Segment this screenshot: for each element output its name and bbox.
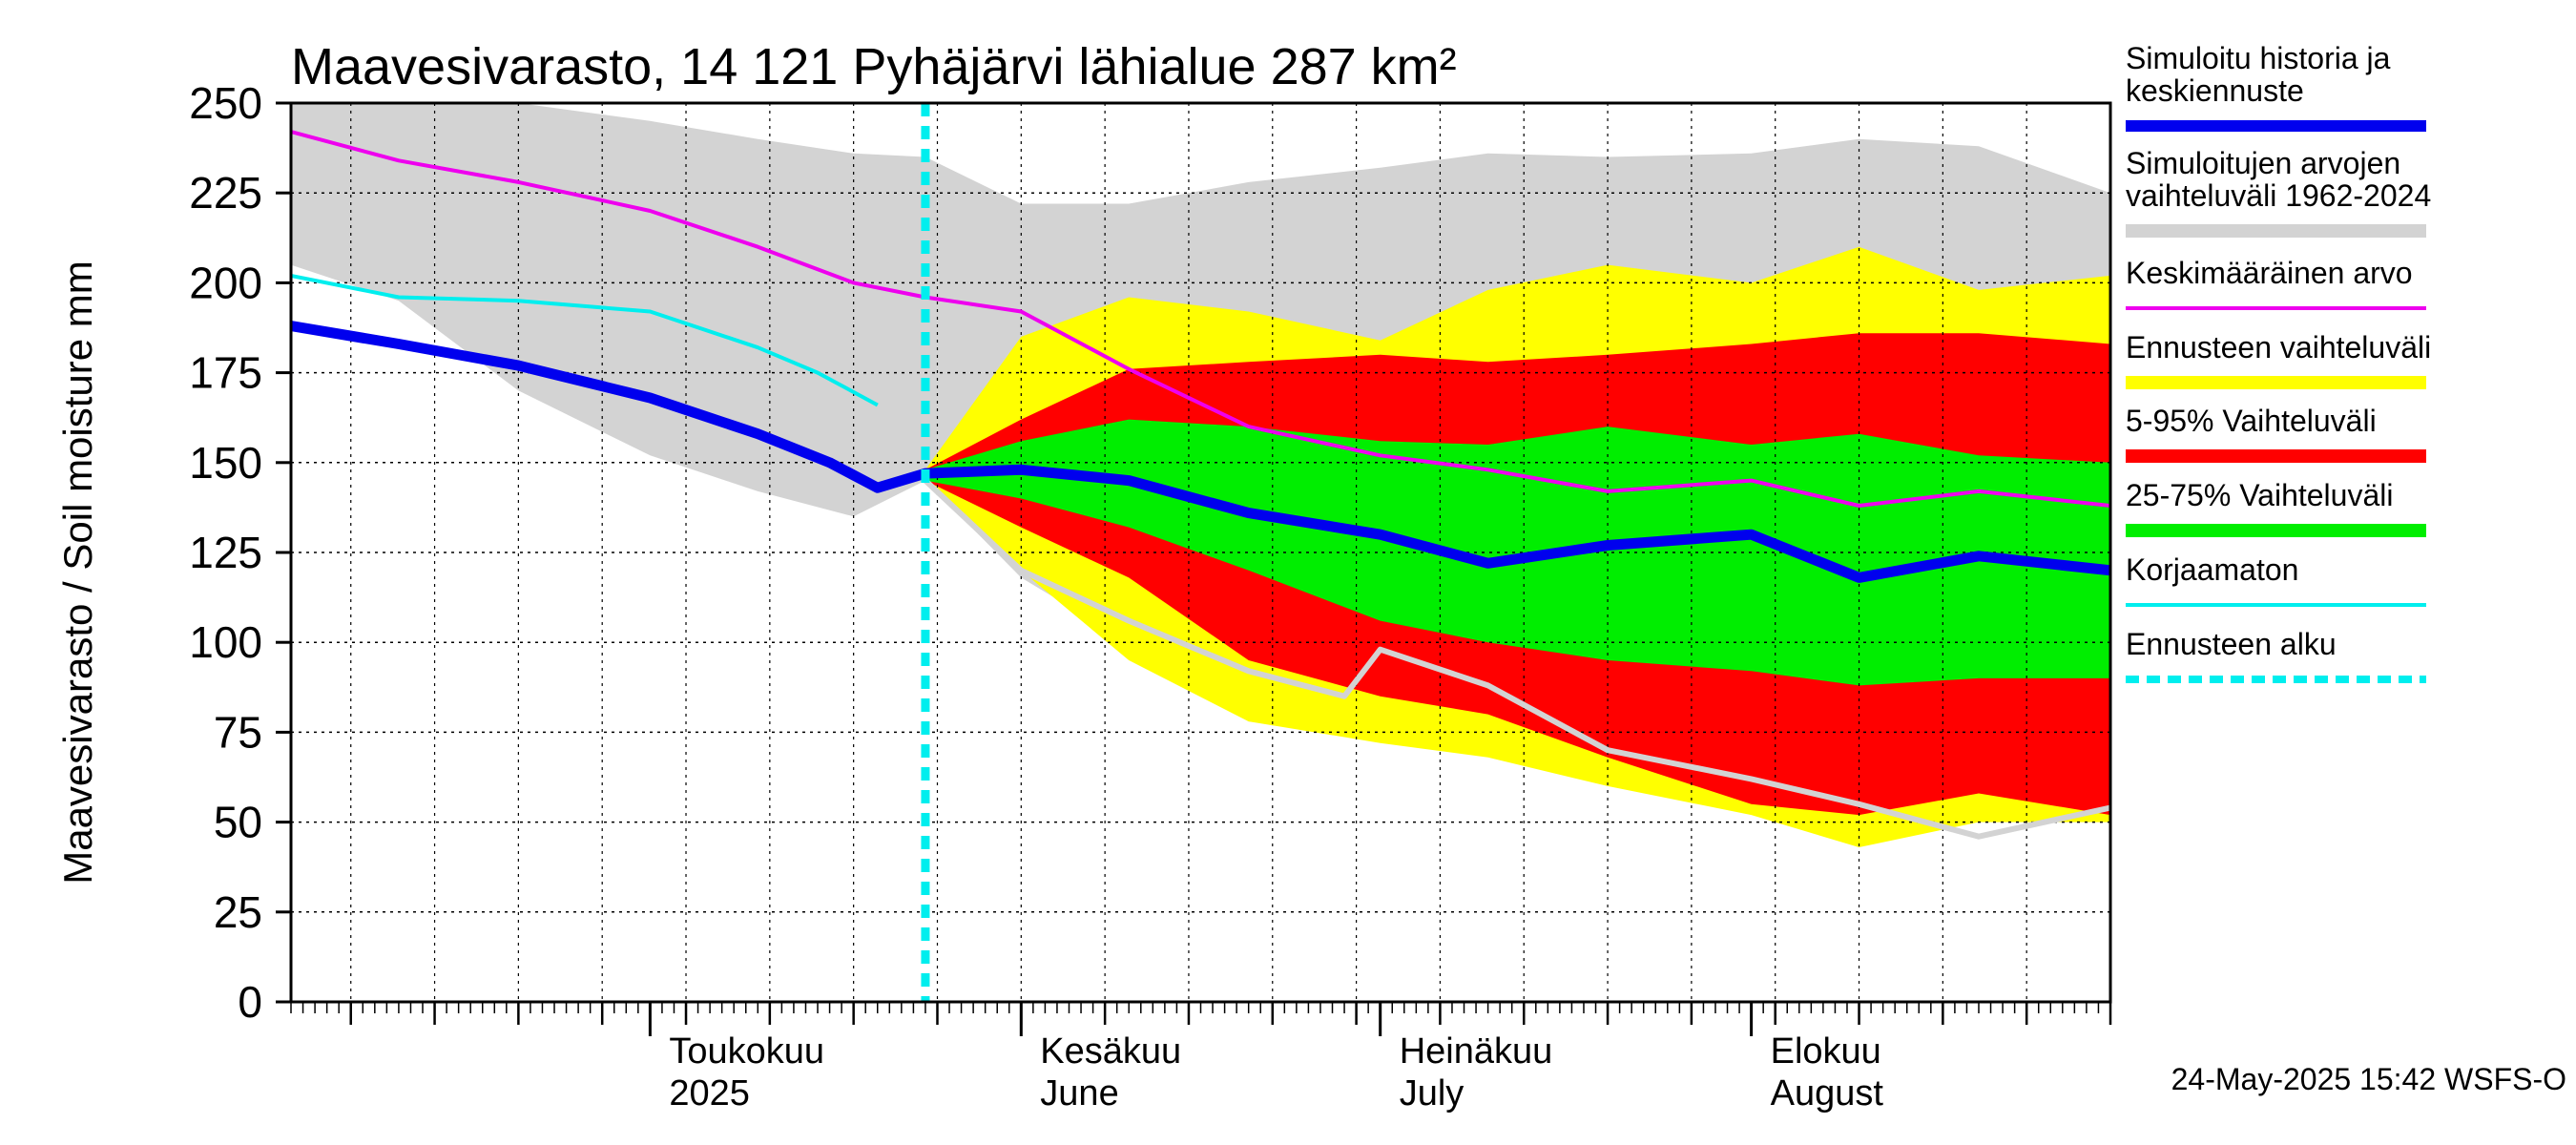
plot-area bbox=[291, 103, 2110, 1002]
y-tick-label-0: 0 bbox=[238, 977, 262, 1027]
legend-label: Simuloitu historia ja bbox=[2126, 41, 2391, 75]
timestamp-label: 24-May-2025 15:42 WSFS-O bbox=[2171, 1062, 2566, 1096]
line-forecast-example bbox=[923, 478, 2110, 840]
x-month-sublabel: June bbox=[1040, 1073, 1118, 1114]
y-tick-label-25: 25 bbox=[214, 887, 262, 937]
x-month-label: Kesäkuu bbox=[1040, 1031, 1181, 1072]
y-tick-label-50: 50 bbox=[214, 798, 262, 847]
legend-label: Ennusteen vaihteluväli bbox=[2126, 330, 2431, 364]
legend-item-ennusteen-vaihteluv-li: Ennusteen vaihteluväli bbox=[2126, 330, 2431, 389]
y-tick-label-250: 250 bbox=[189, 78, 262, 128]
y-tick-label-175: 175 bbox=[189, 348, 262, 398]
legend-label: Korjaamaton bbox=[2126, 552, 2298, 587]
band-25-75-vaihteluv-li bbox=[924, 419, 2110, 686]
x-month-label: Toukokuu bbox=[669, 1031, 824, 1072]
x-month-label: Elokuu bbox=[1771, 1031, 1881, 1072]
y-tick-label-100: 100 bbox=[189, 617, 262, 667]
legend: Simuloitu historia jakeskiennusteSimuloi… bbox=[2126, 41, 2431, 683]
legend-label: Simuloitujen arvojen bbox=[2126, 146, 2400, 180]
legend-label: keskiennuste bbox=[2126, 73, 2304, 108]
axes: 0 25 50 75 100 125 150 175 200 225 250 Toukokuu2025… bbox=[189, 78, 2112, 1114]
y-axis-label: Maavesivarasto / Soil moisture mm bbox=[55, 260, 100, 885]
y-tick-label-75: 75 bbox=[214, 707, 262, 757]
legend-item-25-75-vaihteluv-li: 25-75% Vaihteluväli bbox=[2126, 478, 2426, 537]
legend-label: vaihteluväli 1962-2024 bbox=[2126, 178, 2431, 213]
y-tick-label-125: 125 bbox=[189, 528, 262, 577]
legend-item-ennusteen-alku: Ennusteen alku bbox=[2126, 627, 2426, 683]
y-tick-label-225: 225 bbox=[189, 168, 262, 218]
line-korjaamaton bbox=[291, 273, 879, 407]
legend-label: 25-75% Vaihteluväli bbox=[2126, 478, 2393, 512]
chart-title: Maavesivarasto, 14 121 Pyhäjärvi lähialu… bbox=[291, 38, 1457, 95]
legend-item-keskim-r-inen-arvo: Keskimääräinen arvo bbox=[2126, 256, 2426, 310]
x-month-sublabel: July bbox=[1400, 1073, 1465, 1114]
y-tick-label-150: 150 bbox=[189, 438, 262, 488]
legend-label: Keskimääräinen arvo bbox=[2126, 256, 2413, 290]
x-month-label: Heinäkuu bbox=[1400, 1031, 1553, 1072]
legend-item-5-95-vaihteluv-li: 5-95% Vaihteluväli bbox=[2126, 404, 2426, 463]
line-keskim-r-inen-arvo bbox=[291, 130, 2110, 508]
x-month-sublabel: August bbox=[1771, 1073, 1884, 1114]
x-month-sublabel: 2025 bbox=[669, 1073, 750, 1114]
legend-label: 5-95% Vaihteluväli bbox=[2126, 404, 2377, 438]
legend-item-korjaamaton: Korjaamaton bbox=[2126, 552, 2426, 607]
line-simuloitu-historia-ja-keskiennuste bbox=[291, 321, 2110, 583]
series-group bbox=[291, 103, 2110, 1002]
y-tick-label-200: 200 bbox=[189, 258, 262, 307]
legend-label: Ennusteen alku bbox=[2126, 627, 2337, 661]
